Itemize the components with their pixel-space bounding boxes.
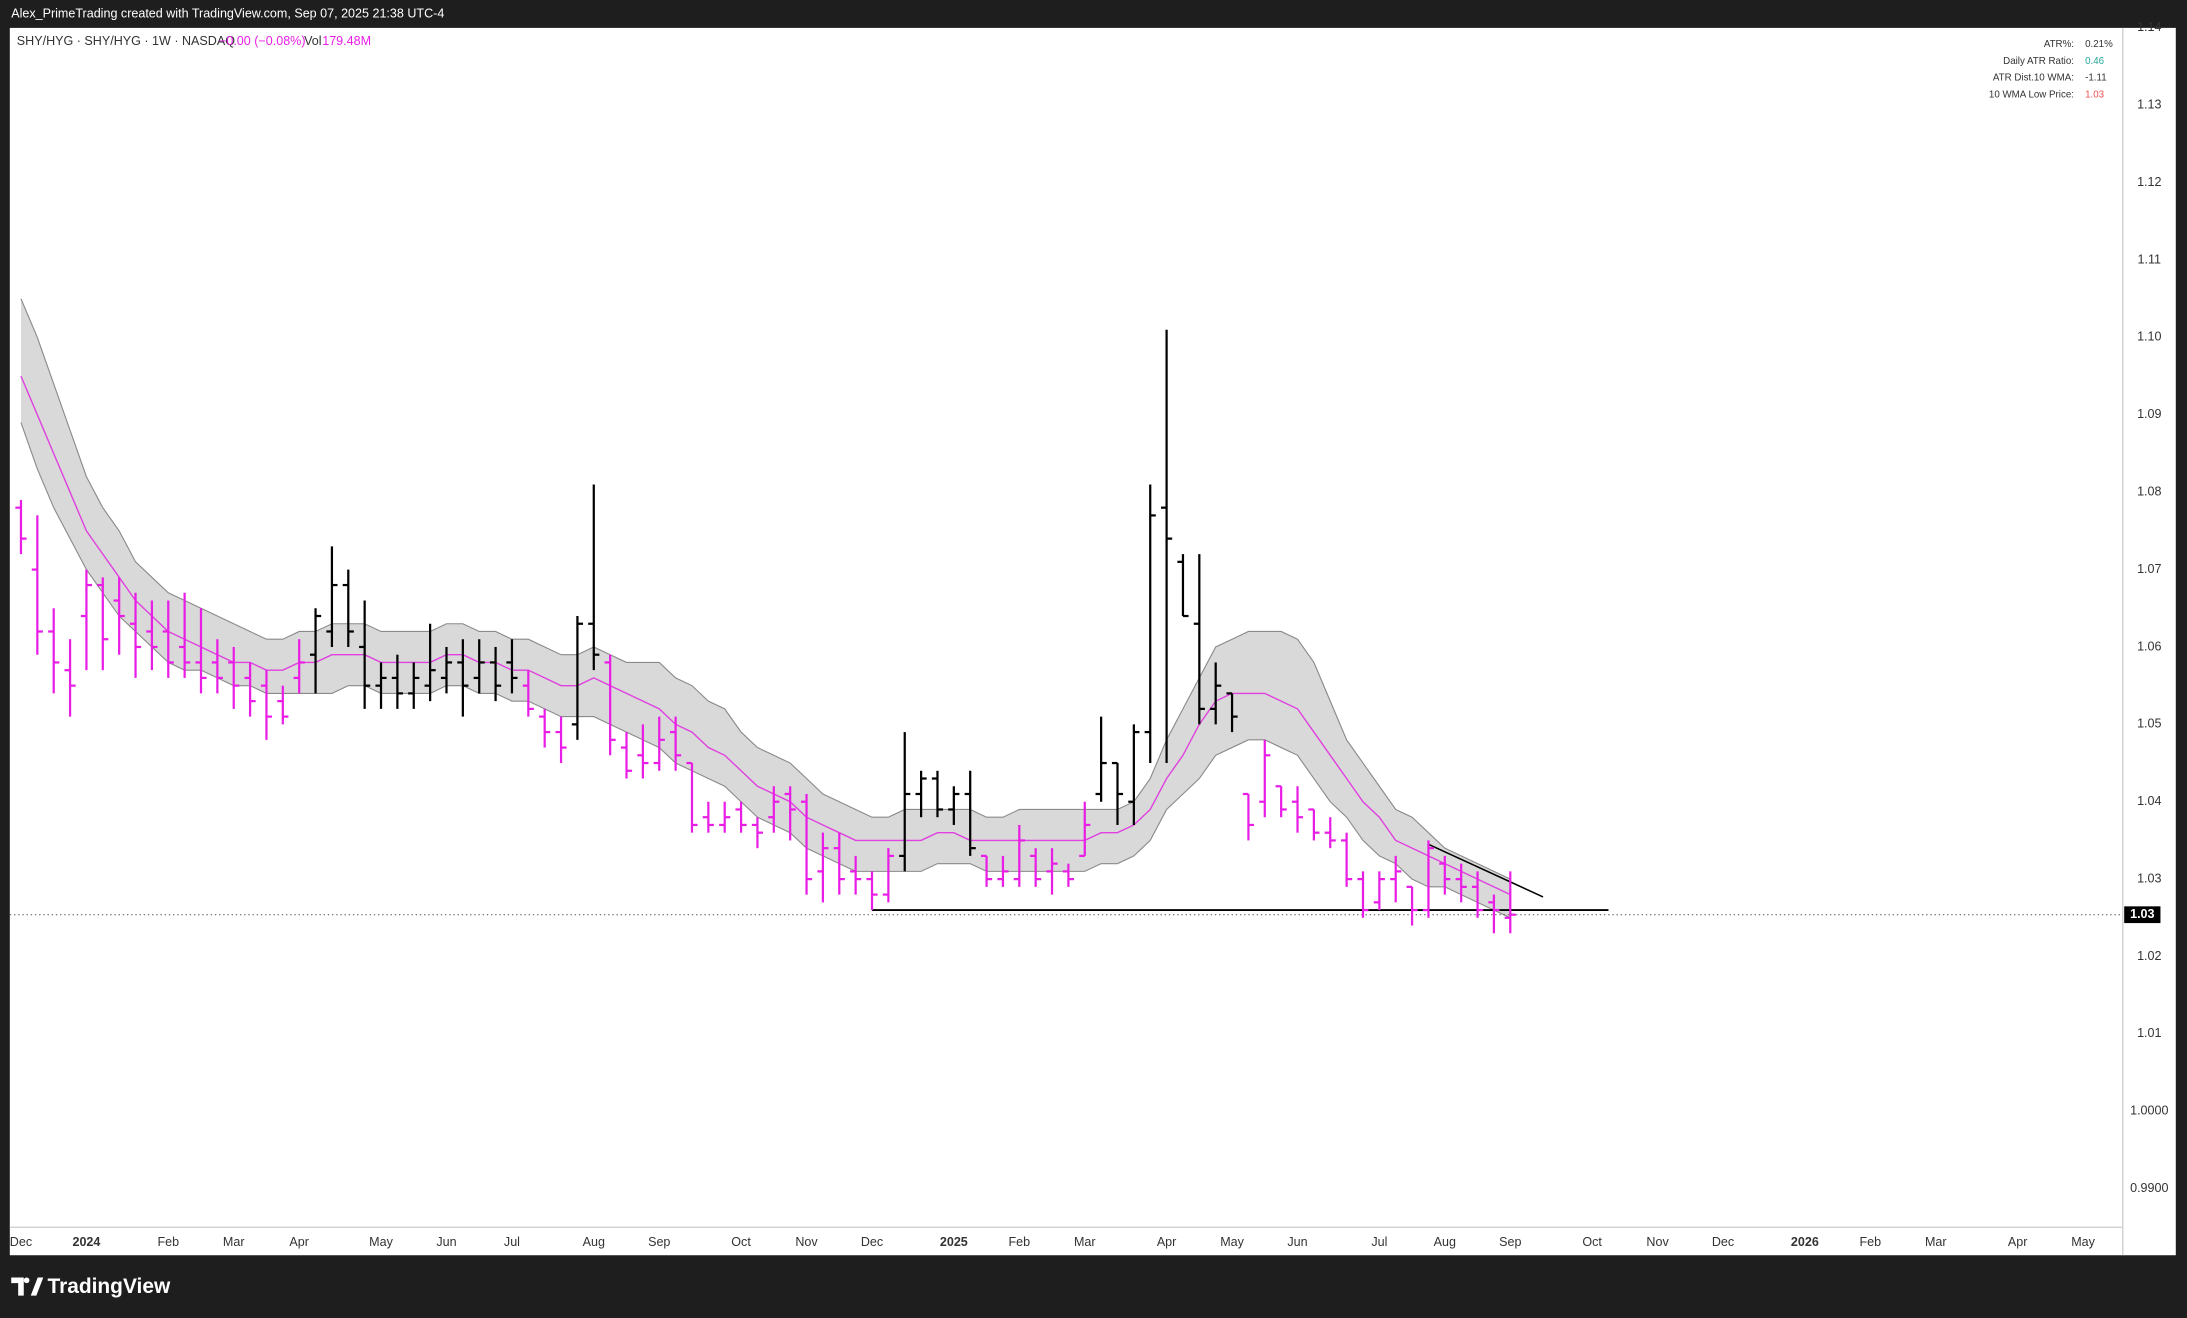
band-lower (20, 422, 1511, 919)
x-tick-label: Oct (1582, 1235, 1602, 1249)
y-tick-label: 1.01 (2137, 1026, 2161, 1040)
change: −0.00 (−0.08%) (219, 34, 305, 48)
symbol: SHY/HYG · SHY/HYG · 1W · NASDAQ (17, 34, 235, 48)
y-tick-label: 1.11 (2138, 252, 2162, 266)
credit: Alex_PrimeTrading created with TradingVi… (11, 6, 444, 20)
x-tick-label: Feb (157, 1235, 179, 1249)
x-tick-label: Apr (2008, 1235, 2028, 1249)
band-upper (20, 298, 1511, 880)
y-tick-label: 1.06 (2137, 639, 2161, 653)
x-tick-label: Feb (1008, 1235, 1030, 1249)
x-tick-label: Oct (731, 1235, 751, 1249)
x-tick-label: Nov (1646, 1235, 1669, 1249)
y-tick-label: 1.03 (2137, 871, 2161, 885)
last-price-box (2124, 906, 2161, 924)
x-tick-label: Nov (795, 1235, 818, 1249)
trend-line (1428, 843, 1544, 898)
x-tick-label: Mar (1925, 1235, 1947, 1249)
y-tick-label: 1.14 (2137, 20, 2161, 34)
x-tick-label: 2025 (940, 1235, 968, 1249)
vol-value: 179.48M (322, 34, 371, 48)
x-tick-label: 2024 (72, 1235, 100, 1249)
x-tick-label: Dec (861, 1235, 883, 1249)
stat-value: 0.21% (2085, 39, 2113, 50)
y-tick-label: 1.13 (2137, 98, 2161, 112)
x-tick-label: Aug (583, 1235, 605, 1249)
ma-line (20, 375, 1511, 896)
x-tick-label: Mar (223, 1235, 245, 1249)
brand: TradingView (47, 1275, 171, 1298)
x-tick-label: 2026 (1791, 1235, 1819, 1249)
y-tick-label: 1.05 (2137, 717, 2161, 731)
stat-label: Daily ATR Ratio: (2003, 56, 2074, 67)
x-tick-label: Dec (1712, 1235, 1734, 1249)
last-price-label: 1.03 (2130, 907, 2154, 921)
x-tick-label: May (1220, 1235, 1244, 1249)
band-fill (20, 298, 1511, 918)
logo: TradingView (11, 1275, 171, 1298)
x-tick-label: Feb (1860, 1235, 1882, 1249)
vol-label: Vol (304, 34, 321, 48)
stat-label: 10 WMA Low Price: (1989, 89, 2074, 100)
y-tick-label: 1.08 (2137, 485, 2161, 499)
y-tick-label: 1.04 (2137, 794, 2161, 808)
x-tick-label: Jul (1371, 1235, 1387, 1249)
x-tick-label: Sep (1499, 1235, 1521, 1249)
stat-value: -1.11 (2085, 73, 2107, 84)
logo-icon (11, 1277, 44, 1296)
x-tick-label: Sep (648, 1235, 670, 1249)
x-tick-label: Jul (504, 1235, 520, 1249)
y-tick-label: 0.9900 (2130, 1181, 2168, 1195)
stat-value: 1.03 (2085, 89, 2104, 100)
stat-label: ATR%: (2044, 39, 2074, 50)
y-tick-label: 1.09 (2137, 407, 2161, 421)
x-tick-label: Jun (436, 1235, 456, 1249)
x-tick-label: Dec (10, 1235, 32, 1249)
x-tick-label: Jun (1287, 1235, 1307, 1249)
y-tick-label: 1.12 (2137, 175, 2161, 189)
x-tick-label: Mar (1074, 1235, 1096, 1249)
y-tick-label: 1.0000 (2130, 1104, 2168, 1118)
stat-value: 0.46 (2085, 56, 2104, 67)
x-tick-label: Apr (289, 1235, 309, 1249)
y-tick-label: 1.02 (2137, 949, 2161, 963)
x-tick-label: Apr (1157, 1235, 1177, 1249)
y-tick-label: 1.07 (2137, 562, 2161, 576)
x-tick-label: May (369, 1235, 393, 1249)
x-tick-label: May (2071, 1235, 2095, 1249)
stat-label: ATR Dist.10 WMA: (1993, 73, 2074, 84)
y-tick-label: 1.10 (2137, 330, 2161, 344)
x-tick-label: Aug (1434, 1235, 1456, 1249)
